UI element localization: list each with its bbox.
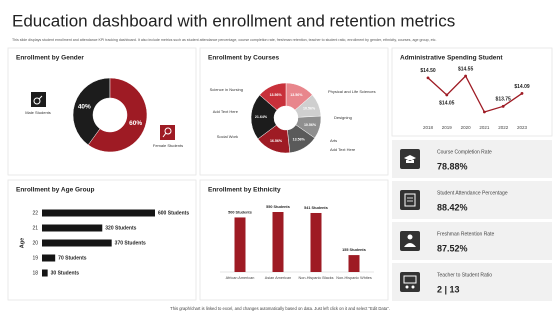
bar: [310, 212, 322, 272]
y-axis-label: Age: [19, 238, 25, 248]
slice-label: 60%: [129, 120, 142, 127]
value-label: 541 Students: [304, 206, 328, 210]
panel: [7, 47, 197, 176]
kpi-value: 2 | 13: [437, 284, 460, 294]
value-label: 600 Students: [158, 210, 189, 216]
value-label: $14.09: [514, 84, 530, 90]
pie-slice: [259, 82, 287, 111]
slice-label: 10.56%: [304, 123, 317, 127]
category-label: Add Text Here: [213, 109, 239, 114]
y-tick-label: 22: [32, 210, 38, 216]
x-tick-label: African American: [226, 276, 255, 280]
category-label: Add Text Here: [330, 147, 356, 152]
value-label: $14.50: [420, 68, 436, 74]
value-label: 370 Students: [115, 240, 146, 246]
bar: [234, 217, 246, 272]
category-label: Designing: [334, 115, 352, 120]
point: [501, 104, 505, 108]
female-icon: [160, 125, 175, 140]
slice-label: 40%: [78, 103, 91, 110]
kpi-icon: [400, 149, 420, 169]
bar: [42, 239, 112, 247]
bar: [42, 209, 155, 217]
x-tick-label: Asian American: [265, 276, 291, 280]
category-label: Arts: [330, 138, 337, 143]
pie-slice: [72, 77, 111, 146]
value-label: $13.75: [496, 97, 512, 103]
panel-title: Enrollment by Courses: [208, 55, 280, 62]
slice-label: 13.56%: [293, 137, 306, 141]
x-tick-label: 2019: [442, 125, 453, 130]
slice-label: 13.56%: [290, 93, 303, 97]
x-tick-label: 2023: [517, 125, 528, 130]
kpi-icon: [400, 190, 420, 210]
panel: [199, 179, 389, 301]
kpi-value: 88.42%: [437, 202, 468, 212]
point: [445, 93, 449, 97]
x-tick-label: 2018: [423, 125, 434, 130]
panel: [391, 47, 553, 137]
category-label: Social Work: [217, 134, 238, 139]
point: [464, 74, 467, 78]
male-icon: [31, 92, 46, 107]
kpi-icon: [400, 272, 420, 292]
point: [520, 92, 524, 95]
bar: [272, 212, 284, 272]
x-tick-label: Non-Hispanic Blacks: [298, 276, 333, 280]
y-tick-label: 21: [32, 225, 38, 231]
value-label: 70 Students: [58, 255, 87, 261]
line: [427, 74, 523, 113]
value-label: 550 Students: [266, 205, 290, 209]
bar: [42, 224, 103, 232]
value-label: 155 Students: [342, 248, 366, 252]
page-subtitle: This slide displays student enrollment a…: [12, 38, 436, 42]
category-label: Science in Nursing: [210, 87, 243, 92]
bar: [42, 254, 56, 262]
value-label: 30 Students: [51, 270, 80, 276]
slice-label: 13.56%: [270, 93, 283, 97]
x-tick-label: 2022: [498, 125, 509, 130]
panel-title: Administrative Spending Student: [400, 55, 503, 62]
slice-label: 10.56%: [303, 107, 316, 111]
bar: [42, 269, 48, 277]
category-label: Physical and Life Sciences: [328, 89, 376, 94]
value-label: 500 Students: [228, 210, 252, 214]
bar: [348, 255, 360, 272]
x-tick-label: Non-Hispanic Whites: [336, 276, 372, 280]
x-tick-label: 2021: [479, 125, 490, 130]
y-tick-label: 20: [32, 240, 38, 246]
value-label: 320 Students: [105, 225, 136, 231]
x-tick-label: 2020: [461, 125, 472, 130]
panel-title: Enrollment by Age Group: [16, 187, 95, 194]
kpi-label: Student Attendance Percentage: [437, 190, 508, 196]
y-tick-label: 18: [32, 270, 38, 276]
slice-label: 16.56%: [270, 139, 283, 143]
point: [483, 110, 486, 114]
pie-slice: [87, 77, 148, 153]
kpi-label: Teacher to Student Ratio: [437, 272, 492, 278]
y-tick-label: 19: [32, 255, 38, 261]
value-label: $14.05: [439, 100, 455, 106]
slice-label: 21.64%: [255, 115, 268, 119]
category-label: Male Students: [25, 110, 51, 115]
kpi-value: 87.52%: [437, 243, 468, 253]
kpi-icon: [400, 231, 420, 251]
panel: [199, 47, 389, 176]
category-label: Female Students: [153, 143, 183, 148]
panel-title: Enrollment by Ethnicity: [208, 187, 281, 194]
value-label: $14.55: [458, 66, 474, 72]
footer-note: This graph/chart is linked to excel, and…: [170, 306, 390, 311]
panel-title: Enrollment by Gender: [16, 55, 84, 62]
kpi-label: Freshman Retention Rate: [437, 231, 494, 237]
kpi-value: 78.88%: [437, 161, 468, 171]
kpi-label: Course Completion Rate: [437, 149, 492, 155]
page-title: Education dashboard with enrollment and …: [12, 11, 455, 30]
point: [426, 76, 430, 80]
